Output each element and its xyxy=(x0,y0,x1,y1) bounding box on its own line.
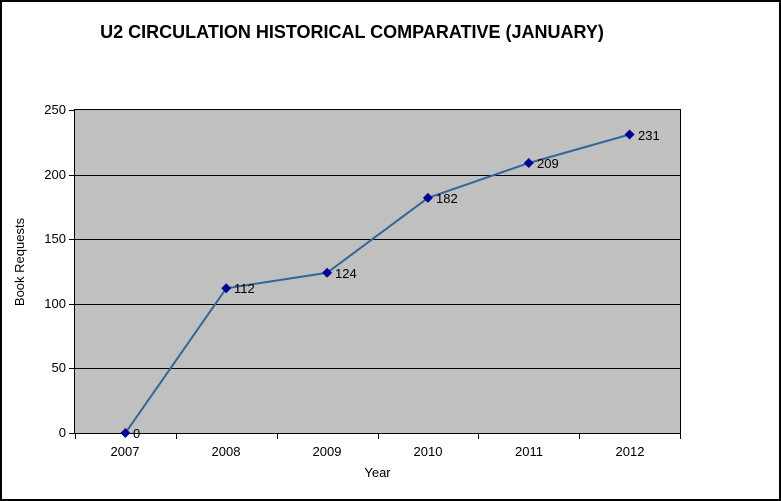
y-axis-tick-label: 0 xyxy=(58,425,66,440)
y-axis-tick xyxy=(69,239,75,240)
data-point-label: 231 xyxy=(638,128,660,143)
series-line xyxy=(124,133,630,434)
y-axis-tick xyxy=(69,110,75,111)
data-point-label: 182 xyxy=(436,191,458,206)
x-axis-title: Year xyxy=(364,465,391,480)
data-point-label: 112 xyxy=(234,281,255,296)
x-axis-tick-label: 2007 xyxy=(110,444,140,459)
y-axis-tick-label: 150 xyxy=(44,231,66,246)
x-axis-tick xyxy=(378,433,379,439)
y-axis-tick-label: 100 xyxy=(44,296,66,311)
chart-title: U2 CIRCULATION HISTORICAL COMPARATIVE (J… xyxy=(100,22,604,42)
x-axis-tick xyxy=(75,433,76,439)
major-gridline xyxy=(75,368,680,369)
y-axis-tick-label: 200 xyxy=(44,167,66,182)
x-axis-tick xyxy=(176,433,177,439)
data-point-label: 124 xyxy=(335,266,357,281)
data-point-marker xyxy=(221,283,232,294)
y-axis-tick xyxy=(69,433,75,434)
x-axis-tick-label: 2010 xyxy=(413,444,443,459)
x-axis-tick-label: 2009 xyxy=(312,444,342,459)
data-point-marker xyxy=(120,428,131,438)
x-axis-tick xyxy=(680,433,681,439)
data-point-marker xyxy=(523,157,534,168)
x-axis-tick xyxy=(277,433,278,439)
data-point-marker xyxy=(624,129,635,140)
y-axis-tick xyxy=(69,304,75,305)
major-gridline xyxy=(75,304,680,305)
x-axis-tick-label: 2011 xyxy=(515,444,543,459)
data-point-marker xyxy=(322,267,333,278)
major-gridline xyxy=(75,239,680,240)
y-axis-tick xyxy=(69,175,75,176)
x-axis-tick xyxy=(478,433,479,439)
major-gridline xyxy=(75,175,680,176)
x-axis-tick xyxy=(579,433,580,439)
y-axis-tick xyxy=(69,368,75,369)
data-point-marker xyxy=(422,192,433,203)
y-axis-tick-label: 50 xyxy=(51,360,66,375)
y-axis-tick-label: 250 xyxy=(44,102,66,117)
x-axis-tick-label: 2008 xyxy=(211,444,241,459)
x-axis-tick-label: 2012 xyxy=(615,444,645,459)
data-point-label: 0 xyxy=(133,426,141,441)
data-point-label: 209 xyxy=(537,156,559,171)
plot-area xyxy=(74,109,681,434)
